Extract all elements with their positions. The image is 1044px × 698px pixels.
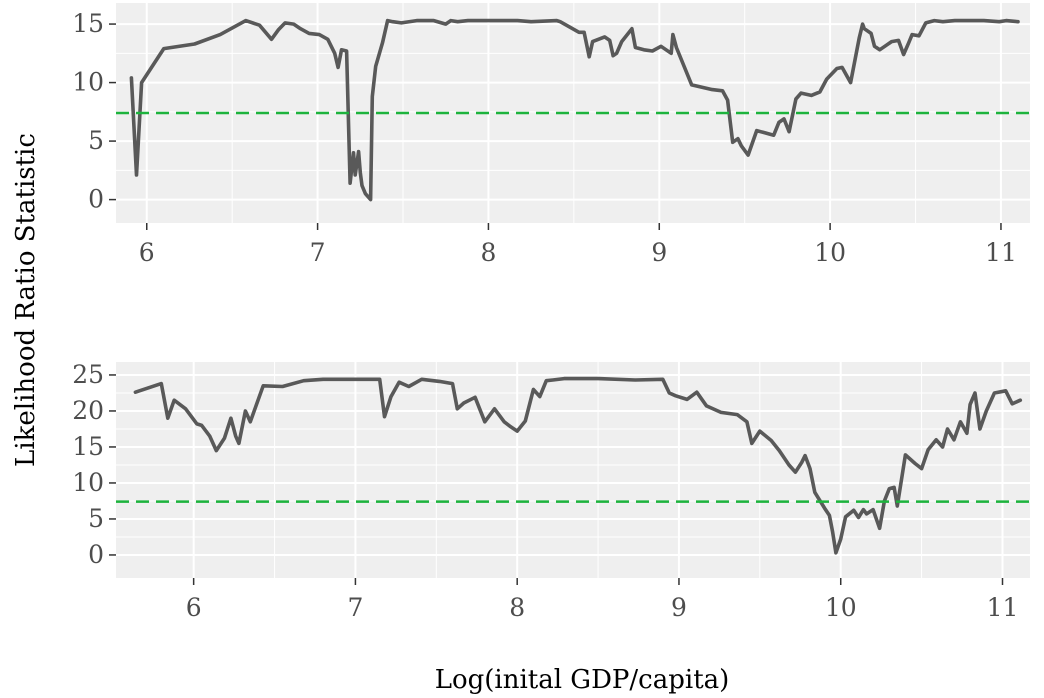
x-tick-label: 11 (987, 593, 1019, 622)
y-tick-label: 25 (72, 360, 104, 389)
x-tick-label: 7 (310, 238, 326, 267)
x-tick-label: 10 (814, 238, 846, 267)
x-axis-title: Log(inital GDP/capita) (435, 665, 730, 695)
y-tick-label: 0 (88, 540, 104, 569)
y-tick-label: 0 (88, 185, 104, 214)
y-tick-label: 20 (72, 396, 104, 425)
y-tick-label: 10 (72, 468, 104, 497)
top-panel: 6 7 8 9 10 11 0 5 10 15 (72, 3, 1030, 267)
y-tick-label: 10 (72, 68, 104, 97)
lr-statistic-line (133, 376, 1023, 555)
x-tick-label: 6 (186, 593, 202, 622)
lr-statistic-line (129, 18, 1020, 202)
panel-background (116, 362, 1030, 578)
bottom-panel: 6 7 8 9 10 11 0 5 10 15 20 25 (72, 360, 1030, 622)
x-tick-label: 8 (509, 593, 525, 622)
x-tick-label: 11 (985, 238, 1017, 267)
x-tick-label: 10 (825, 593, 857, 622)
x-tick-label: 7 (347, 593, 363, 622)
y-tick-label: 5 (88, 504, 104, 533)
x-tick-label: 8 (480, 238, 496, 267)
x-tick-label: 6 (139, 238, 155, 267)
y-axis-title: Likelihood Ratio Statistic (11, 133, 41, 467)
panel-background (116, 3, 1030, 223)
y-tick-label: 5 (88, 126, 104, 155)
y-tick-label: 15 (72, 432, 104, 461)
y-tick-label: 15 (72, 9, 104, 38)
x-tick-label: 9 (671, 593, 687, 622)
x-tick-label: 9 (651, 238, 667, 267)
